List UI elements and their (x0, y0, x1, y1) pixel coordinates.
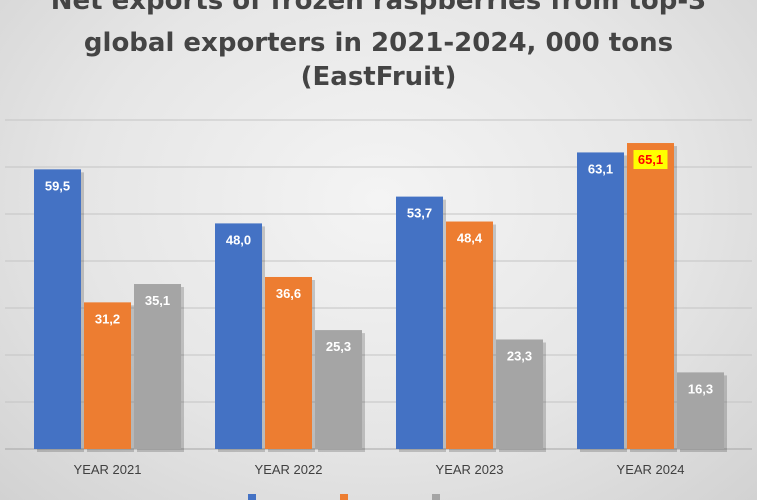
bar (577, 152, 624, 449)
bar (215, 223, 262, 449)
highlight-label-box (633, 150, 668, 170)
category-label: YEAR 2022 (255, 462, 323, 477)
data-label: 59,5 (45, 178, 70, 193)
bar (396, 196, 443, 449)
bar (315, 330, 362, 449)
data-label: 36,6 (276, 286, 301, 301)
bar (677, 372, 724, 449)
chart-title-line-1: Net exports of frozen raspberries from t… (50, 0, 707, 16)
data-label: 48,4 (457, 231, 483, 246)
data-label: 25,3 (326, 339, 351, 354)
bar (446, 221, 493, 449)
legend-marker (248, 494, 256, 500)
data-label: 35,1 (145, 293, 170, 308)
data-label: 31,2 (95, 311, 120, 326)
category-label: YEAR 2023 (436, 462, 504, 477)
legend-marker (432, 494, 440, 500)
category-label: YEAR 2021 (74, 462, 142, 477)
data-label: 16,3 (688, 381, 713, 396)
bar (134, 284, 181, 449)
bar (34, 169, 81, 449)
data-label: 65,1 (638, 152, 663, 167)
chart-title-line-2: global exporters in 2021-2024, 000 tons (83, 28, 674, 58)
data-label: 63,1 (588, 161, 613, 176)
bar (627, 143, 674, 449)
category-label: YEAR 2024 (617, 462, 685, 477)
data-label: 23,3 (507, 348, 532, 363)
bar (84, 302, 131, 449)
data-label: 53,7 (407, 206, 432, 221)
legend-marker (340, 494, 348, 500)
bar (496, 339, 543, 449)
bar (265, 276, 312, 449)
data-label: 48,0 (226, 232, 251, 247)
chart-title-line-3: (EastFruit) (300, 62, 457, 92)
